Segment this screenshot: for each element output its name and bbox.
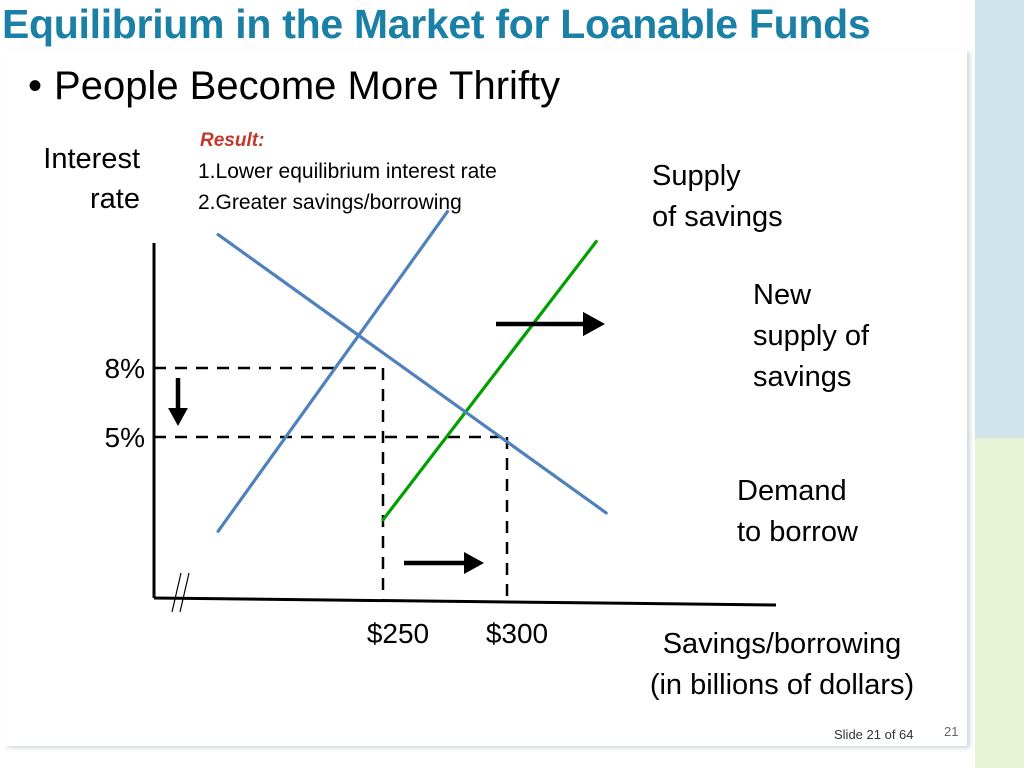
supply-shift-right-arrow	[496, 311, 605, 337]
result-line: 1.Lower equilibrium interest rate	[198, 160, 497, 183]
x-tick-label: $250	[367, 618, 429, 649]
bullet-text: People Become More Thrifty	[54, 64, 561, 108]
background-band-blue	[975, 0, 1024, 438]
new-supply-of-savings-label: New	[753, 279, 812, 311]
supply-of-savings-label: of savings	[652, 201, 783, 233]
x-axis-label: Savings/borrowing	[663, 628, 902, 660]
supply-of-savings-line	[216, 210, 450, 533]
content-panel	[4, 50, 967, 746]
quantity-increase-arrow	[404, 552, 484, 574]
y-axis-label: rate	[90, 183, 140, 215]
bullet-item: • People Become More Thrifty	[28, 64, 560, 109]
x-tick-label: $300	[486, 618, 548, 649]
rate-decrease-arrow	[168, 378, 188, 426]
result-heading: Result:	[200, 130, 264, 151]
x-axis-label: (in billions of dollars)	[650, 669, 914, 701]
y-axis-label: Interest	[43, 143, 140, 175]
new-supply-of-savings-line	[381, 239, 598, 522]
x-axis	[153, 596, 777, 607]
page-number: 21	[944, 724, 959, 739]
y-tick-label: 5%	[105, 422, 145, 453]
new-supply-of-savings-label: supply of	[753, 320, 870, 352]
bullet-dot-icon: •	[28, 64, 43, 108]
new-supply-of-savings-label: savings	[753, 361, 851, 393]
background-band-green	[975, 438, 1024, 768]
axis-break-mark	[171, 572, 182, 613]
slide-counter: Slide 21 of 64	[834, 727, 914, 742]
demand-to-borrow-line	[216, 233, 608, 515]
slide-title: Equilibrium in the Market for Loanable F…	[2, 1, 871, 47]
y-tick-label: 8%	[105, 353, 145, 384]
demand-to-borrow-label: Demand	[737, 475, 847, 507]
axis-break-mark	[179, 572, 190, 613]
supply-of-savings-label: Supply	[652, 160, 741, 192]
demand-to-borrow-label: to borrow	[737, 516, 859, 548]
result-line: 2.Greater savings/borrowing	[198, 191, 462, 214]
